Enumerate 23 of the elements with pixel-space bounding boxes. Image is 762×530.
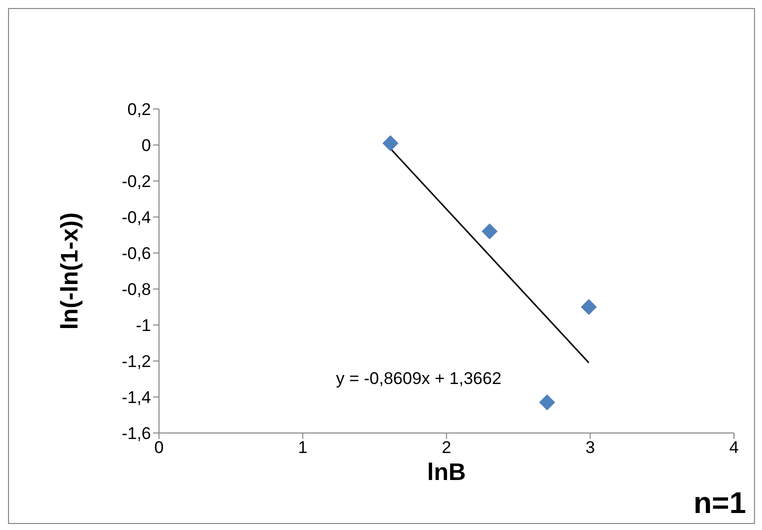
x-axis-title: lnB [427,459,466,486]
y-tick-label: -1,2 [122,352,151,372]
y-tick-label: -1 [136,316,151,336]
y-tick-label: -1,6 [122,424,151,444]
text: n=1 [693,487,746,521]
annotation: y = -0,8609x + 1,3662 [336,369,502,389]
point [482,223,498,240]
y-axis-title: ln(-ln(1-x)) [56,212,84,330]
y-tick-label: -0,8 [122,280,151,300]
y-tick-label: -0,2 [122,172,151,192]
point [580,299,597,315]
point [539,394,556,410]
y-tick-label: 0,2 [127,100,151,120]
y-tick-label: 0 [142,136,151,156]
x-tick-label: 3 [586,438,595,458]
x-tick-label: 1 [298,438,308,458]
x-tick-label: 2 [442,438,452,458]
y-tick-label: -0,6 [122,244,151,264]
x-tick-label: 4 [729,438,739,458]
x-tick-label: 0 [154,438,164,458]
y-tick-label: -1,4 [122,388,151,408]
point [382,135,398,152]
y-tick-label: -0,4 [122,208,151,228]
